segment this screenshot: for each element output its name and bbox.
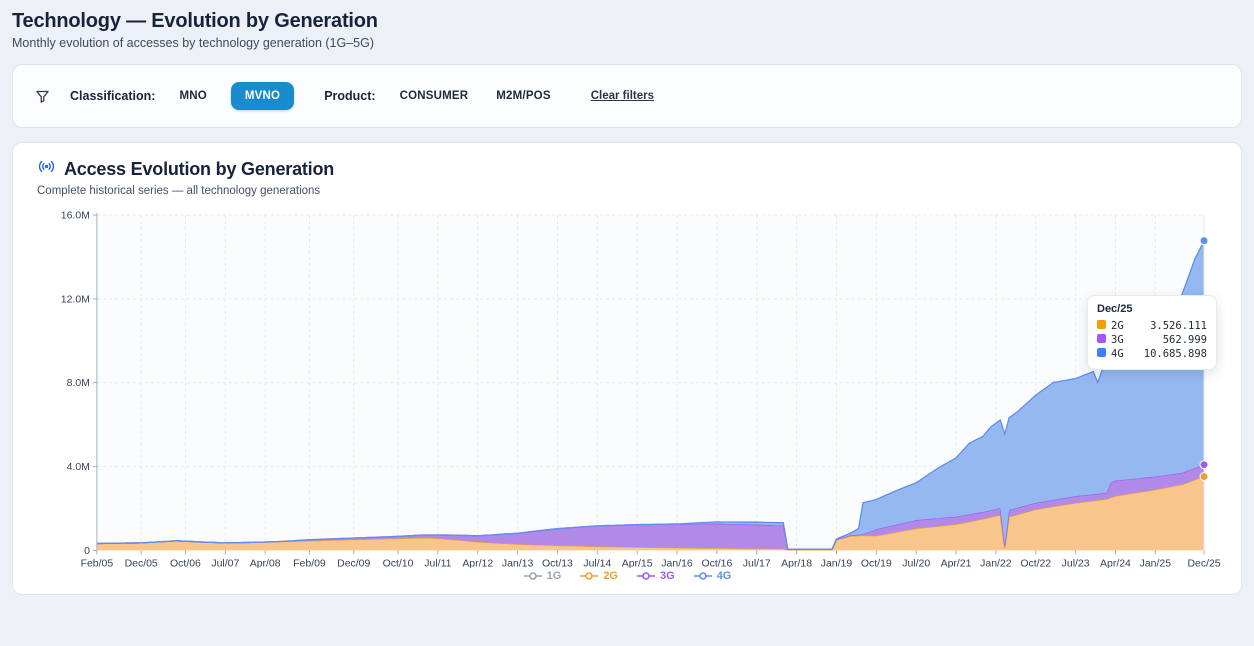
broadcast-icon (37, 157, 56, 181)
legend-marker-icon (637, 572, 655, 581)
chart-tooltip: Dec/25 2G 3.526.111 3G 562.999 4G 10.685.898 (1087, 295, 1217, 370)
y-tick-label: 8.0M (67, 378, 90, 389)
legend-label: 3G (660, 570, 675, 583)
x-tick-label: Apr/18 (781, 558, 812, 568)
x-tick-label: Jul/07 (211, 558, 239, 568)
x-tick-label: Oct/22 (1020, 558, 1051, 568)
y-tick-label: 16.0M (61, 211, 90, 221)
endpoint-markers (1199, 236, 1209, 482)
classification-label: Classification: (70, 89, 156, 103)
x-tick-label: Jul/11 (424, 558, 451, 568)
x-tick-label: Oct/19 (861, 558, 892, 568)
page-title: Technology — Evolution by Generation (12, 10, 378, 32)
chart-subtitle: Complete historical series — all technol… (37, 185, 321, 197)
x-tick-label: Dec/25 (1187, 558, 1220, 568)
x-tick-label: Jan/16 (661, 558, 693, 568)
x-tick-label: Oct/06 (170, 558, 201, 568)
x-tick-label: Apr/21 (941, 558, 972, 568)
legend-marker-icon (580, 572, 599, 581)
filter-bar: Classification: MNO MVNO Product: CONSUM… (12, 64, 1242, 128)
axis-labels: 0 4.0M 8.0M 12.0M 16.0M Feb/05 Dec/05 Oct/06 Jul… (61, 211, 1221, 568)
page-subtitle: Monthly evolution of accesses by technol… (12, 36, 375, 50)
product-label: Product: (324, 89, 376, 103)
legend-item-1G[interactable]: 1G (523, 570, 562, 583)
x-tick-label: Jul/20 (902, 558, 930, 568)
endpoint-dot-3G (1199, 460, 1209, 470)
legend-marker-icon (523, 572, 542, 581)
x-tick-label: Feb/09 (293, 558, 326, 568)
line-4G (96, 240, 1205, 550)
filter-m2mpos-button[interactable]: M2M/POS (492, 84, 554, 108)
x-tick-label: Apr/08 (250, 558, 281, 568)
legend-label: 2G (603, 570, 618, 583)
x-tick-label: Jul/14 (583, 558, 611, 568)
x-tick-label: Jan/22 (980, 558, 1012, 568)
legend-item-2G[interactable]: 2G (579, 570, 618, 582)
tooltip-series-chip (1097, 348, 1106, 357)
chart-svg[interactable]: 0 4.0M 8.0M 12.0M 16.0M Feb/05 Dec/05 Oct/06 Jul… (25, 211, 1229, 568)
y-tick-label: 12.0M (61, 294, 90, 305)
legend-marker-icon (693, 572, 712, 581)
endpoint-dot-4G (1199, 236, 1209, 246)
x-tick-label: Dec/05 (125, 558, 158, 568)
legend-label: 4G (716, 570, 732, 583)
chart-area[interactable]: 0 4.0M 8.0M 12.0M 16.0M Feb/05 Dec/05 Oct/06 Jul… (25, 211, 1229, 568)
tooltip-rows: 2G 3.526.111 3G 562.999 4G 10.685.898 (1097, 319, 1207, 361)
area-2G (96, 476, 1205, 551)
chart-card: Access Evolution by Generation Complete … (12, 142, 1242, 596)
tooltip-row: 3G 562.999 (1097, 333, 1207, 347)
filter-consumer-button[interactable]: CONSUMER (396, 84, 473, 108)
series-areas (96, 240, 1205, 551)
x-tick-label: Jan/13 (502, 558, 534, 568)
x-tick-label: Jan/25 (1140, 558, 1172, 568)
clear-filters-link[interactable]: Clear filters (590, 90, 654, 102)
legend-label: 1G (546, 570, 562, 583)
tooltip-row: 2G 3.526.111 (1097, 319, 1207, 333)
x-tick-label: Jul/23 (1062, 558, 1090, 568)
area-3G (96, 464, 1205, 550)
x-tick-label: Feb/05 (81, 558, 114, 568)
page-header: Technology — Evolution by Generation Mon… (12, 10, 1242, 50)
tooltip-series-chip (1097, 334, 1106, 343)
x-tick-label: Jan/19 (821, 558, 853, 568)
legend-item-3G[interactable]: 3G (636, 570, 675, 582)
y-tick-label: 4.0M (67, 462, 90, 473)
x-tick-label: Dec/09 (337, 558, 370, 568)
filter-mno-button[interactable]: MNO (175, 84, 210, 108)
chart-legend: 1G 2G 3G 4G (25, 570, 1229, 586)
tooltip-title: Dec/25 (1097, 303, 1133, 315)
endpoint-dot-2G (1199, 472, 1209, 482)
legend-item-4G[interactable]: 4G (693, 570, 732, 583)
chart-header: Access Evolution by Generation (25, 157, 1229, 181)
x-tick-label: Jul/17 (743, 558, 771, 568)
filter-mvno-button[interactable]: MVNO (230, 82, 295, 110)
x-tick-label: Oct/16 (701, 558, 732, 568)
filter-funnel-icon (35, 89, 50, 104)
page: Technology — Evolution by Generation Mon… (12, 10, 1242, 596)
tooltip-series-chip (1097, 320, 1106, 329)
x-tick-label: Oct/13 (542, 558, 573, 568)
y-tick-label: 0 (84, 546, 90, 557)
x-tick-label: Apr/15 (622, 558, 653, 568)
tooltip-row: 4G 10.685.898 (1097, 347, 1207, 361)
x-tick-label: Apr/12 (462, 558, 493, 568)
chart-title: Access Evolution by Generation (64, 158, 335, 179)
x-tick-label: Oct/10 (383, 558, 414, 568)
x-tick-label: Apr/24 (1100, 558, 1131, 568)
